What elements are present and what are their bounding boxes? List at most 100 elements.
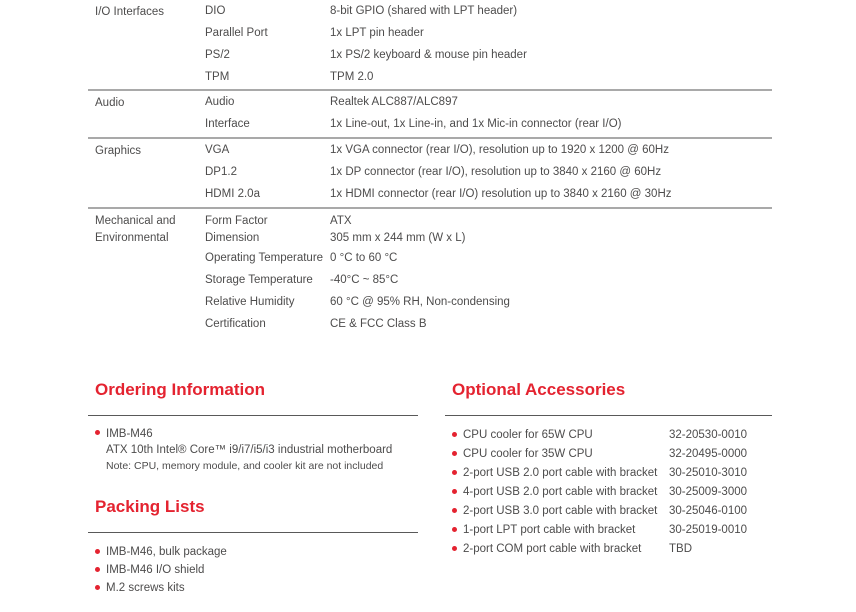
spec-row: DIO 8-bit GPIO (shared with LPT header) — [205, 0, 772, 22]
spec-value: Realtek ALC887/ALC897 — [330, 96, 458, 108]
spec-row: PS/2 1x PS/2 keyboard & mouse pin header — [205, 44, 772, 66]
ordering-information-list: IMB-M46 ATX 10th Intel® Core™ i9/i7/i5/i… — [88, 426, 418, 474]
accessory-item: 2-port COM port cable with bracket TBD — [445, 540, 772, 559]
spec-label: Certification — [205, 318, 266, 330]
accessory-item: 4-port USB 2.0 port cable with bracket 3… — [445, 483, 772, 502]
bullet-icon — [452, 432, 457, 437]
bullet-icon — [95, 566, 100, 572]
packing-item: IMB-M46, bulk package — [88, 543, 418, 561]
accessory-name: CPU cooler for 65W CPU — [463, 429, 593, 441]
spec-value: 1x LPT pin header — [330, 27, 424, 39]
spec-value: TPM 2.0 — [330, 71, 374, 83]
bullet-icon — [95, 548, 100, 554]
spec-rows: DIO 8-bit GPIO (shared with LPT header) … — [205, 0, 772, 88]
accessory-part-number: TBD — [669, 543, 692, 555]
spec-label: Parallel Port — [205, 27, 268, 39]
spec-label: Audio — [205, 96, 235, 108]
accessory-part-number: 30-25019-0010 — [669, 524, 748, 536]
spec-label: Relative Humidity — [205, 296, 295, 308]
accessory-item: CPU cooler for 35W CPU 32-20495-0000 — [445, 445, 772, 464]
spec-value: 60 °C @ 95% RH, Non-condensing — [330, 296, 510, 308]
spec-label: Interface — [205, 118, 250, 130]
accessory-item: 2-port USB 2.0 port cable with bracket 3… — [445, 464, 772, 483]
spec-row: Storage Temperature -40°C ~ 85°C — [205, 269, 772, 291]
spec-label: Form Factor — [205, 215, 268, 227]
packing-item-label: M.2 screws kits — [106, 582, 185, 594]
packing-item-label: IMB-M46 I/O shield — [106, 564, 205, 576]
ordering-item: IMB-M46 — [88, 426, 418, 442]
spec-row: HDMI 2.0a 1x HDMI connector (rear I/O) r… — [205, 183, 772, 205]
spec-section-graphics: Graphics VGA 1x VGA connector (rear I/O)… — [88, 137, 772, 207]
ordering-item-description: ATX 10th Intel® Core™ i9/i7/i5/i3 indust… — [106, 444, 393, 456]
accessory-name: 1-port LPT port cable with bracket — [463, 524, 636, 536]
bullet-icon — [95, 430, 100, 436]
ordering-item-name: IMB-M46 — [106, 428, 153, 440]
accessory-name: CPU cooler for 35W CPU — [463, 448, 593, 460]
spec-value: ATX — [330, 215, 352, 227]
spec-value: 1x Line-out, 1x Line-in, and 1x Mic-in c… — [330, 118, 622, 130]
spec-value: 1x HDMI connector (rear I/O) resolution … — [330, 188, 672, 200]
spec-row: Audio Realtek ALC887/ALC897 — [205, 91, 772, 113]
accessory-name: 2-port USB 2.0 port cable with bracket — [463, 467, 658, 479]
accessory-name: 4-port USB 2.0 port cable with bracket — [463, 486, 658, 498]
accessory-part-number: 30-25046-0100 — [669, 505, 748, 517]
spec-value: -40°C ~ 85°C — [330, 274, 399, 286]
spec-row: DP1.2 1x DP connector (rear I/O), resolu… — [205, 161, 772, 183]
spec-label: Storage Temperature — [205, 274, 313, 286]
bullet-icon — [452, 546, 457, 551]
left-column: Ordering Information IMB-M46 ATX 10th In… — [88, 380, 418, 597]
spec-row: TPM TPM 2.0 — [205, 66, 772, 88]
accessory-part-number: 30-25010-3010 — [669, 467, 748, 479]
spec-rows: Form Factor ATX Dimension 305 mm x 244 m… — [205, 209, 772, 335]
accessory-part-number: 30-25009-3000 — [669, 486, 748, 498]
spec-section-audio: Audio Audio Realtek ALC887/ALC897 Interf… — [88, 89, 772, 137]
ordering-information-title: Ordering Information — [88, 380, 418, 416]
packing-lists-title: Packing Lists — [88, 497, 418, 533]
bullet-icon — [452, 470, 457, 475]
spec-value: 1x DP connector (rear I/O), resolution u… — [330, 166, 662, 178]
spec-category: Graphics — [95, 145, 142, 157]
spec-rows: Audio Realtek ALC887/ALC897 Interface 1x… — [205, 91, 772, 135]
specification-table: I/O Interfaces DIO 8-bit GPIO (shared wi… — [88, 0, 772, 337]
bullet-icon — [452, 451, 457, 456]
bullet-icon — [452, 508, 457, 513]
spec-row: Relative Humidity 60 °C @ 95% RH, Non-co… — [205, 291, 772, 313]
spec-row: Parallel Port 1x LPT pin header — [205, 22, 772, 44]
packing-item: IMB-M46 I/O shield — [88, 561, 418, 579]
spec-label: Dimension — [205, 232, 260, 244]
optional-accessories-title: Optional Accessories — [445, 380, 772, 416]
spec-row: Form Factor ATX — [205, 209, 772, 230]
spec-row: VGA 1x VGA connector (rear I/O), resolut… — [205, 139, 772, 161]
spec-section-io-interfaces: I/O Interfaces DIO 8-bit GPIO (shared wi… — [88, 0, 772, 89]
ordering-item-note: Note: CPU, memory module, and cooler kit… — [106, 460, 384, 472]
spec-label: TPM — [205, 71, 230, 83]
accessory-name: 2-port COM port cable with bracket — [463, 543, 642, 555]
optional-accessories-list: CPU cooler for 65W CPU 32-20530-0010 CPU… — [445, 426, 772, 559]
accessory-item: 1-port LPT port cable with bracket 30-25… — [445, 521, 772, 540]
spec-category: I/O Interfaces — [95, 6, 165, 18]
accessory-part-number: 32-20495-0000 — [669, 448, 748, 460]
spec-row: Interface 1x Line-out, 1x Line-in, and 1… — [205, 113, 772, 135]
spec-section-mechanical-environmental: Mechanical and Environmental Form Factor… — [88, 207, 772, 337]
accessory-item: CPU cooler for 65W CPU 32-20530-0010 — [445, 426, 772, 445]
packing-list: IMB-M46, bulk package IMB-M46 I/O shield… — [88, 543, 418, 597]
spec-row: Dimension 305 mm x 244 mm (W x L) — [205, 230, 772, 247]
spec-label: PS/2 — [205, 49, 230, 61]
bullet-icon — [452, 489, 457, 494]
spec-category: Audio — [95, 97, 125, 109]
accessory-name: 2-port USB 3.0 port cable with bracket — [463, 505, 658, 517]
right-column: Optional Accessories CPU cooler for 65W … — [445, 380, 772, 559]
spec-label: VGA — [205, 144, 230, 156]
spec-label: DP1.2 — [205, 166, 237, 178]
spec-rows: VGA 1x VGA connector (rear I/O), resolut… — [205, 139, 772, 205]
packing-item: M.2 screws kits — [88, 579, 418, 597]
spec-category: Mechanical and Environmental — [95, 215, 176, 244]
spec-label: DIO — [205, 5, 226, 17]
spec-value: 305 mm x 244 mm (W x L) — [330, 232, 466, 244]
bullet-icon — [95, 584, 100, 590]
spec-label: HDMI 2.0a — [205, 188, 260, 200]
spec-value: 8-bit GPIO (shared with LPT header) — [330, 5, 518, 17]
packing-item-label: IMB-M46, bulk package — [106, 546, 227, 558]
spec-value: 0 °C to 60 °C — [330, 252, 398, 264]
spec-value: 1x PS/2 keyboard & mouse pin header — [330, 49, 527, 61]
